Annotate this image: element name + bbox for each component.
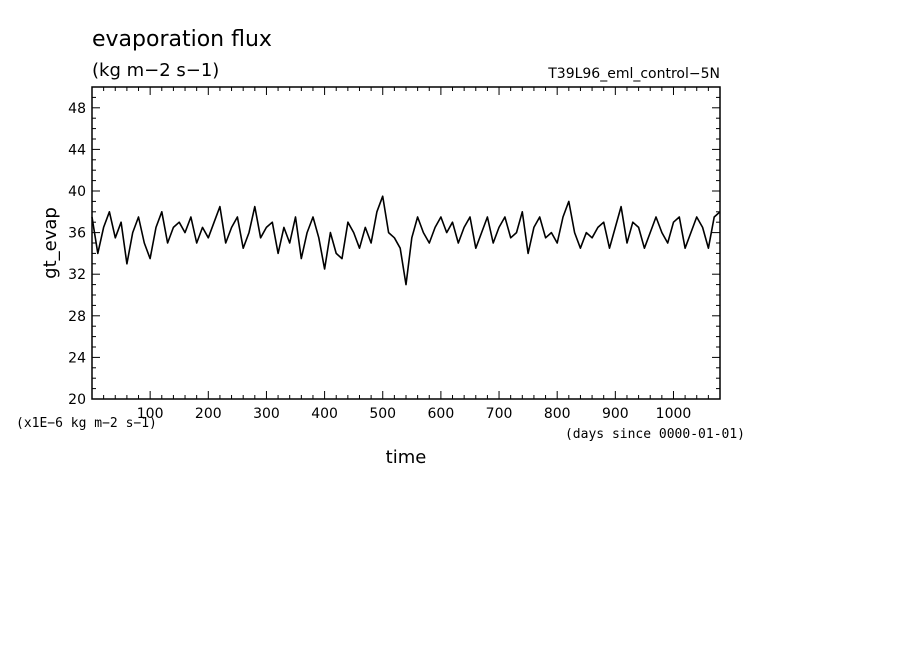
series-line <box>91 195 721 286</box>
y-scale-note: (x1E−6 kg m−2 s−1) <box>16 416 157 431</box>
y-tick-label: 32 <box>68 267 86 283</box>
chart-title: evaporation flux <box>92 27 272 52</box>
series-group <box>91 195 721 286</box>
y-axis-label: gt_evap <box>40 207 61 279</box>
x-units-label: (days since 0000-01-01) <box>565 427 745 442</box>
plot-frame <box>91 86 721 400</box>
units-subtitle: (kg m−2 s−1) <box>92 60 219 81</box>
x-tick-label: 100 <box>137 406 164 422</box>
y-tick-label: 20 <box>68 392 86 408</box>
x-tick-label: 500 <box>369 406 396 422</box>
y-tick-label: 24 <box>68 350 86 366</box>
x-tick-label: 600 <box>428 406 455 422</box>
x-tick-label: 900 <box>602 406 629 422</box>
x-axis: 100 200 300 400 500 600 700 800 900 1000 <box>103 87 721 422</box>
x-tick-label: 800 <box>544 406 571 422</box>
y-tick-label: 44 <box>68 142 86 158</box>
x-tick-label: 700 <box>486 406 513 422</box>
x-axis-label: time <box>386 447 427 468</box>
x-tick-label: 1000 <box>656 406 692 422</box>
x-tick-label: 400 <box>311 406 338 422</box>
y-tick-label: 36 <box>68 226 86 242</box>
y-tick-label: 48 <box>68 101 86 117</box>
y-tick-label: 28 <box>68 309 86 325</box>
case-label: T39L96_eml_control−5N <box>547 66 720 82</box>
x-tick-label: 200 <box>195 406 222 422</box>
y-tick-label: 40 <box>68 184 86 200</box>
x-tick-label: 300 <box>253 406 280 422</box>
y-axis: 20 24 28 32 36 40 44 48 <box>68 86 720 408</box>
